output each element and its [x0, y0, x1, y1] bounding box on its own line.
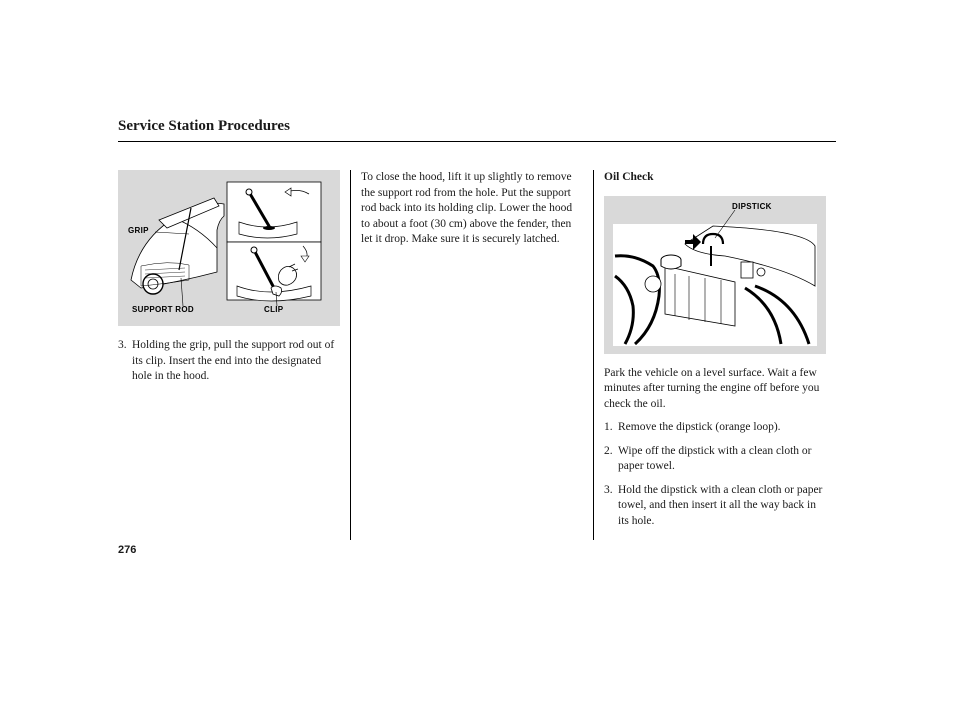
step-num: 2. — [604, 444, 618, 475]
col1-step-num: 3. — [118, 338, 132, 385]
page: Service Station Procedures — [0, 0, 954, 710]
figure-dipstick: DIPSTICK — [604, 196, 826, 354]
col1-step: 3. Holding the grip, pull the support ro… — [118, 338, 340, 385]
label-support-rod: SUPPORT ROD — [132, 305, 194, 316]
column-1: GRIP SUPPORT ROD CLIP 3. Holding the gri… — [118, 170, 350, 540]
columns-container: GRIP SUPPORT ROD CLIP 3. Holding the gri… — [118, 170, 836, 540]
col3-steps: 1. Remove the dipstick (orange loop). 2.… — [604, 420, 826, 529]
step-num: 1. — [604, 420, 618, 436]
page-title: Service Station Procedures — [118, 118, 836, 142]
step-text: Hold the dipstick with a clean cloth or … — [618, 483, 826, 530]
col3-paragraph: Park the vehicle on a level surface. Wai… — [604, 366, 826, 413]
column-3: Oil Check — [593, 170, 836, 540]
label-clip: CLIP — [264, 305, 283, 316]
hood-diagram-svg — [118, 170, 340, 326]
step-num: 3. — [604, 483, 618, 530]
label-grip: GRIP — [128, 226, 149, 237]
col2-paragraph: To close the hood, lift it up slightly t… — [361, 170, 583, 248]
step-text: Wipe off the dipstick with a clean cloth… — [618, 444, 826, 475]
page-number: 276 — [118, 544, 136, 556]
figure-hood: GRIP SUPPORT ROD CLIP — [118, 170, 340, 326]
col1-step-text: Holding the grip, pull the support rod o… — [132, 338, 340, 385]
label-dipstick: DIPSTICK — [732, 202, 772, 213]
step-text: Remove the dipstick (orange loop). — [618, 420, 826, 436]
column-2: To close the hood, lift it up slightly t… — [350, 170, 593, 540]
dipstick-diagram-svg — [604, 196, 826, 354]
list-item: 1. Remove the dipstick (orange loop). — [604, 420, 826, 436]
list-item: 2. Wipe off the dipstick with a clean cl… — [604, 444, 826, 475]
col3-heading: Oil Check — [604, 170, 826, 186]
list-item: 3. Hold the dipstick with a clean cloth … — [604, 483, 826, 530]
